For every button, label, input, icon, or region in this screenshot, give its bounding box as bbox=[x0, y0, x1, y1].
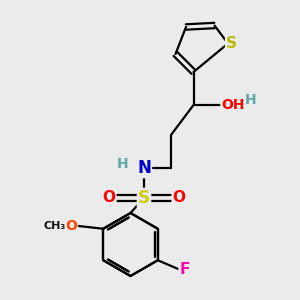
Text: H: H bbox=[245, 94, 256, 107]
Text: S: S bbox=[138, 189, 150, 207]
Text: S: S bbox=[226, 36, 237, 51]
Text: F: F bbox=[180, 262, 190, 277]
Text: CH₃: CH₃ bbox=[44, 221, 66, 231]
Text: O: O bbox=[65, 219, 77, 233]
Text: H: H bbox=[117, 157, 129, 170]
Text: N: N bbox=[137, 159, 151, 177]
Text: O: O bbox=[172, 190, 186, 206]
Text: OH: OH bbox=[221, 98, 245, 112]
Text: O: O bbox=[102, 190, 116, 206]
